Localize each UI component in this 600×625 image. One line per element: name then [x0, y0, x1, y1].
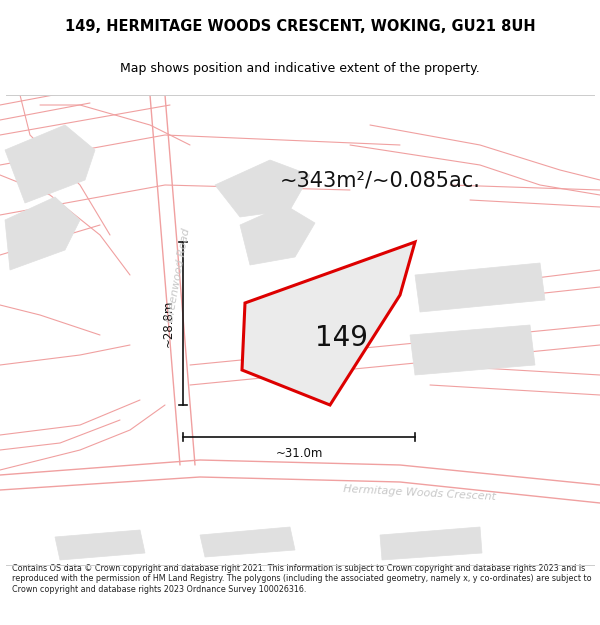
Text: Map shows position and indicative extent of the property.: Map shows position and indicative extent…	[120, 62, 480, 75]
Polygon shape	[242, 242, 415, 405]
Text: ~31.0m: ~31.0m	[275, 447, 323, 460]
Text: Hermitage Woods Crescent: Hermitage Woods Crescent	[343, 484, 497, 502]
Text: Contains OS data © Crown copyright and database right 2021. This information is : Contains OS data © Crown copyright and d…	[12, 564, 592, 594]
Polygon shape	[5, 197, 80, 270]
Polygon shape	[240, 205, 315, 265]
Text: ~343m²/~0.085ac.: ~343m²/~0.085ac.	[280, 170, 481, 190]
Text: 149, HERMITAGE WOODS CRESCENT, WOKING, GU21 8UH: 149, HERMITAGE WOODS CRESCENT, WOKING, G…	[65, 19, 535, 34]
Polygon shape	[200, 527, 295, 557]
Polygon shape	[415, 263, 545, 312]
Text: Greenwood Road: Greenwood Road	[165, 227, 191, 323]
Text: 149: 149	[315, 324, 368, 352]
Text: ~28.8m: ~28.8m	[162, 300, 175, 348]
Polygon shape	[55, 530, 145, 560]
Polygon shape	[380, 527, 482, 560]
Polygon shape	[5, 125, 95, 203]
Polygon shape	[215, 160, 310, 217]
Polygon shape	[410, 325, 535, 375]
